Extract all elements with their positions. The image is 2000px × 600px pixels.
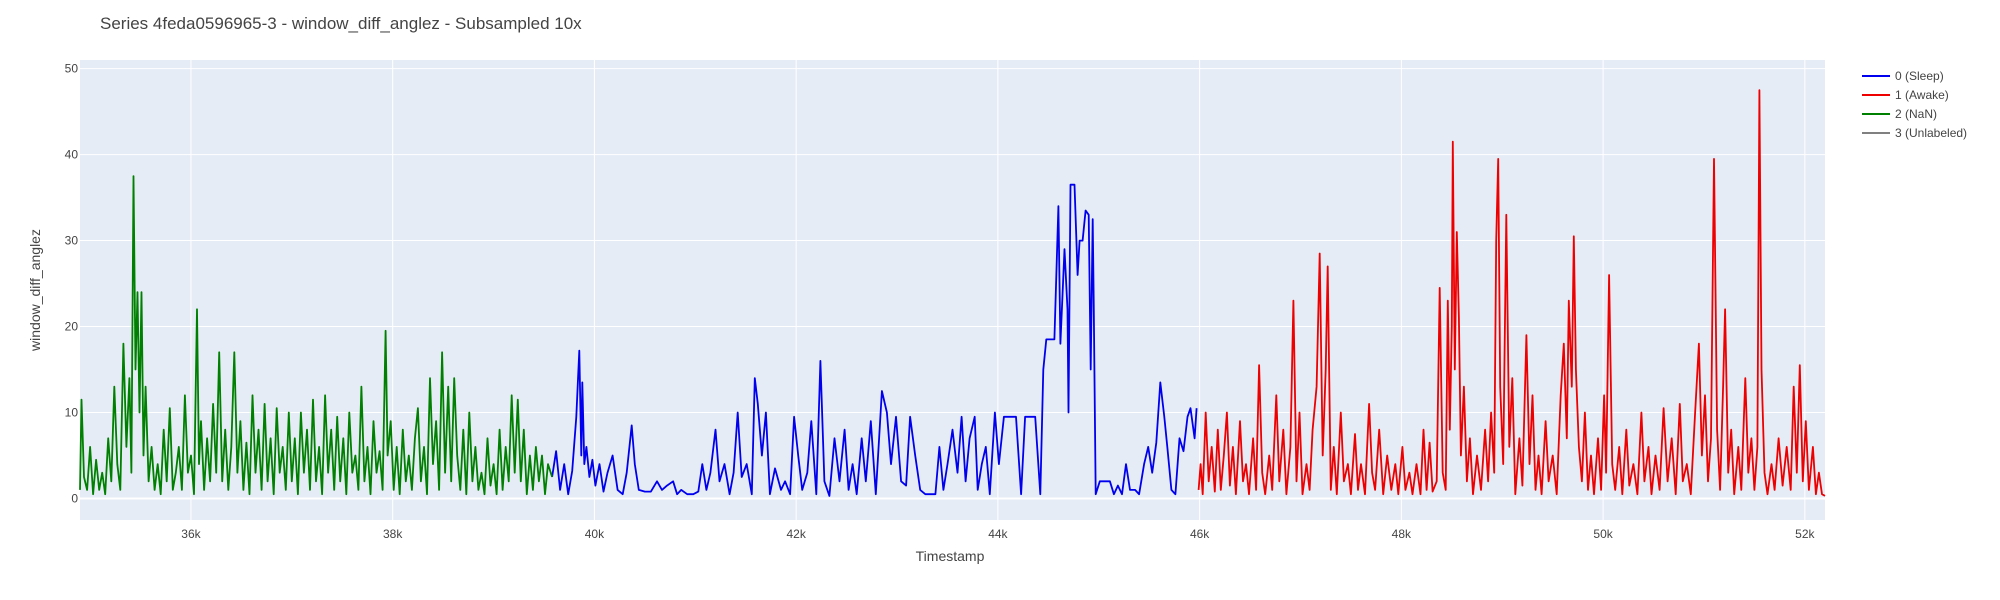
x-tick-label: 36k [181,527,201,541]
legend-swatch [1862,131,1890,134]
series-line-2-nan [79,175,553,496]
x-tick-label: 42k [786,527,806,541]
legend-swatch [1862,74,1890,77]
y-tick-label: 40 [65,148,79,162]
series-line-0-sleep [551,183,1198,497]
x-tick-label: 44k [988,527,1008,541]
chart-legend: 0 (Sleep) 1 (Awake) 2 (NaN) 3 (Unlabeled) [1862,66,1967,142]
y-tick-label: 0 [71,492,78,506]
legend-label: 0 (Sleep) [1895,68,1944,83]
legend-label: 1 (Awake) [1895,87,1949,102]
x-tick-label: 38k [383,527,403,541]
legend-item[interactable]: 0 (Sleep) [1862,66,1967,85]
x-tick-label: 50k [1593,527,1613,541]
y-tick-label: 10 [65,406,79,420]
legend-swatch [1862,93,1890,96]
x-tick-label: 48k [1392,527,1412,541]
y-tick-label: 50 [65,62,79,76]
series-line-1-awake [1197,89,1826,497]
legend-item[interactable]: 1 (Awake) [1862,85,1967,104]
chart-title: Series 4feda0596965-3 - window_diff_angl… [100,14,582,33]
legend-label: 2 (NaN) [1895,106,1938,121]
axis-labels: 36k 38k 40k 42k 44k 46k 48k 50k 52k 0 10 20 30 40 50 [65,62,1816,541]
series-layer [79,89,1826,497]
legend-swatch [1862,112,1890,115]
legend-item[interactable]: 3 (Unlabeled) [1862,123,1967,142]
y-tick-label: 30 [65,234,79,248]
y-tick-label: 20 [65,320,79,334]
legend-item[interactable]: 2 (NaN) [1862,104,1967,123]
x-tick-label: 40k [585,527,605,541]
legend-label: 3 (Unlabeled) [1895,125,1968,140]
x-tick-label: 52k [1795,527,1815,541]
y-axis-title: window_diff_anglez [27,229,43,352]
x-axis-title: Timestamp [916,548,985,564]
x-tick-label: 46k [1190,527,1210,541]
